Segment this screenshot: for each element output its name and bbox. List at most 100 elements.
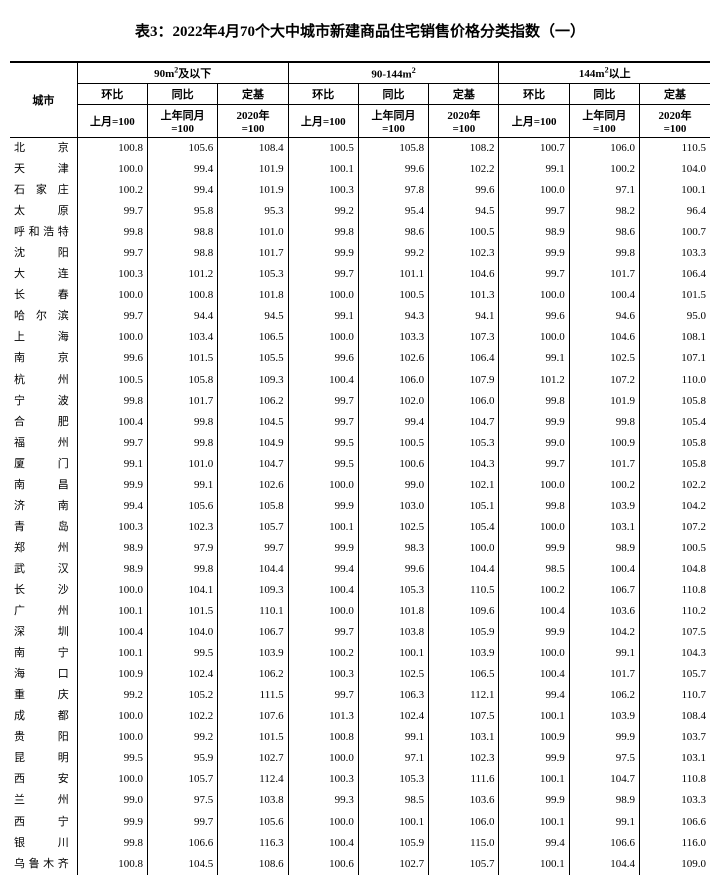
data-cell: 105.9 xyxy=(429,622,499,643)
data-cell: 106.2 xyxy=(218,664,288,685)
data-cell: 99.7 xyxy=(499,454,569,475)
data-cell: 100.8 xyxy=(77,854,147,875)
data-cell: 99.9 xyxy=(288,496,358,517)
table-row: 上海100.0103.4106.5100.0103.3107.3100.0104… xyxy=(10,327,710,348)
data-cell: 106.5 xyxy=(218,327,288,348)
data-cell: 104.4 xyxy=(218,559,288,580)
data-cell: 100.8 xyxy=(288,727,358,748)
data-cell: 104.6 xyxy=(569,327,639,348)
data-cell: 105.3 xyxy=(358,769,428,790)
data-cell: 99.8 xyxy=(569,412,639,433)
data-cell: 98.9 xyxy=(499,222,569,243)
data-cell: 103.1 xyxy=(569,517,639,538)
data-cell: 98.8 xyxy=(148,243,218,264)
data-cell: 99.1 xyxy=(148,475,218,496)
city-cell: 武汉 xyxy=(10,559,77,580)
table-row: 南宁100.199.5103.9100.2100.1103.9100.099.1… xyxy=(10,643,710,664)
data-cell: 106.6 xyxy=(148,833,218,854)
data-cell: 99.4 xyxy=(499,833,569,854)
table-row: 武汉98.999.8104.499.499.6104.498.5100.4104… xyxy=(10,559,710,580)
data-cell: 97.5 xyxy=(148,790,218,811)
data-cell: 94.4 xyxy=(148,306,218,327)
data-cell: 99.9 xyxy=(288,243,358,264)
data-cell: 99.1 xyxy=(569,812,639,833)
data-cell: 99.8 xyxy=(499,496,569,517)
data-cell: 101.2 xyxy=(148,264,218,285)
table-row: 海口100.9102.4106.2100.3102.5106.5100.4101… xyxy=(10,664,710,685)
data-cell: 99.8 xyxy=(77,391,147,412)
data-cell: 100.4 xyxy=(499,601,569,622)
data-cell: 95.3 xyxy=(218,201,288,222)
data-cell: 103.8 xyxy=(358,622,428,643)
data-cell: 106.2 xyxy=(218,391,288,412)
data-cell: 99.5 xyxy=(148,643,218,664)
data-cell: 103.4 xyxy=(148,327,218,348)
data-cell: 98.9 xyxy=(569,790,639,811)
data-cell: 100.0 xyxy=(77,327,147,348)
table-row: 合肥100.499.8104.599.799.4104.799.999.8105… xyxy=(10,412,710,433)
data-cell: 99.3 xyxy=(288,790,358,811)
data-cell: 105.7 xyxy=(218,517,288,538)
data-cell: 100.9 xyxy=(499,727,569,748)
table-row: 杭州100.5105.8109.3100.4106.0107.9101.2107… xyxy=(10,370,710,391)
data-cell: 100.4 xyxy=(569,559,639,580)
data-cell: 104.5 xyxy=(148,854,218,875)
data-cell: 111.5 xyxy=(218,685,288,706)
data-cell: 99.8 xyxy=(77,833,147,854)
data-cell: 102.4 xyxy=(358,706,428,727)
data-cell: 104.7 xyxy=(218,454,288,475)
data-cell: 105.1 xyxy=(429,496,499,517)
data-cell: 99.5 xyxy=(77,748,147,769)
data-cell: 104.4 xyxy=(429,559,499,580)
data-cell: 111.6 xyxy=(429,769,499,790)
data-cell: 101.5 xyxy=(148,601,218,622)
sub-hb-3: 环比 xyxy=(499,84,569,105)
city-cell: 天津 xyxy=(10,159,77,180)
data-cell: 99.4 xyxy=(148,159,218,180)
data-cell: 105.3 xyxy=(429,433,499,454)
data-cell: 100.0 xyxy=(429,538,499,559)
table-row: 昆明99.595.9102.7100.097.1102.399.997.5103… xyxy=(10,748,710,769)
data-cell: 106.4 xyxy=(640,264,710,285)
data-cell: 99.1 xyxy=(499,348,569,369)
data-cell: 99.7 xyxy=(77,306,147,327)
data-cell: 100.9 xyxy=(77,664,147,685)
data-cell: 100.4 xyxy=(288,370,358,391)
data-cell: 98.3 xyxy=(358,538,428,559)
table-row: 济南99.4105.6105.899.9103.0105.199.8103.91… xyxy=(10,496,710,517)
data-cell: 99.7 xyxy=(77,433,147,454)
data-cell: 100.5 xyxy=(77,370,147,391)
data-cell: 100.1 xyxy=(77,643,147,664)
data-cell: 102.5 xyxy=(358,664,428,685)
data-cell: 104.5 xyxy=(218,412,288,433)
base-dj-2: 2020年=100 xyxy=(429,105,499,138)
data-cell: 100.1 xyxy=(358,643,428,664)
data-cell: 99.7 xyxy=(499,264,569,285)
data-cell: 99.2 xyxy=(358,243,428,264)
data-cell: 100.1 xyxy=(288,517,358,538)
data-cell: 98.6 xyxy=(569,222,639,243)
data-cell: 108.4 xyxy=(640,706,710,727)
city-cell: 南宁 xyxy=(10,643,77,664)
data-cell: 105.8 xyxy=(640,433,710,454)
data-cell: 100.8 xyxy=(77,138,147,160)
city-cell: 广州 xyxy=(10,601,77,622)
data-cell: 102.2 xyxy=(148,706,218,727)
data-cell: 100.1 xyxy=(499,769,569,790)
price-index-table: 城市 90m2及以下 90-144m2 144m2以上 环比 同比 定基 环比 … xyxy=(10,61,710,875)
data-cell: 99.9 xyxy=(499,748,569,769)
data-cell: 101.5 xyxy=(640,285,710,306)
data-cell: 94.1 xyxy=(429,306,499,327)
data-cell: 99.7 xyxy=(288,391,358,412)
city-cell: 深圳 xyxy=(10,622,77,643)
data-cell: 101.7 xyxy=(569,454,639,475)
data-cell: 98.9 xyxy=(569,538,639,559)
data-cell: 106.6 xyxy=(640,812,710,833)
data-cell: 107.6 xyxy=(218,706,288,727)
data-cell: 103.9 xyxy=(429,643,499,664)
data-cell: 100.5 xyxy=(640,538,710,559)
data-cell: 99.8 xyxy=(148,412,218,433)
data-cell: 100.4 xyxy=(288,833,358,854)
data-cell: 99.2 xyxy=(148,727,218,748)
city-cell: 哈尔滨 xyxy=(10,306,77,327)
